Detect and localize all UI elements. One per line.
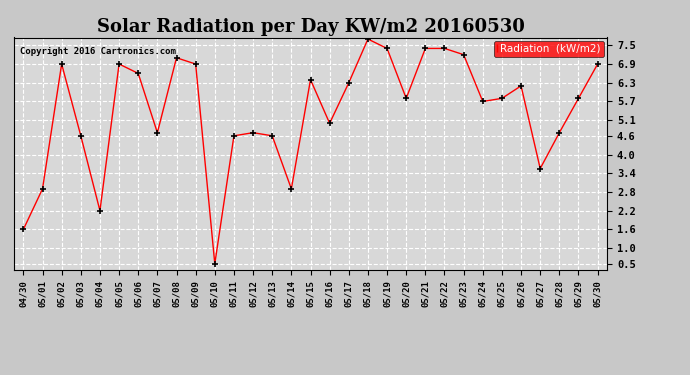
Title: Solar Radiation per Day KW/m2 20160530: Solar Radiation per Day KW/m2 20160530 bbox=[97, 18, 524, 36]
Text: Copyright 2016 Cartronics.com: Copyright 2016 Cartronics.com bbox=[20, 47, 176, 56]
Legend: Radiation  (kW/m2): Radiation (kW/m2) bbox=[494, 40, 604, 57]
